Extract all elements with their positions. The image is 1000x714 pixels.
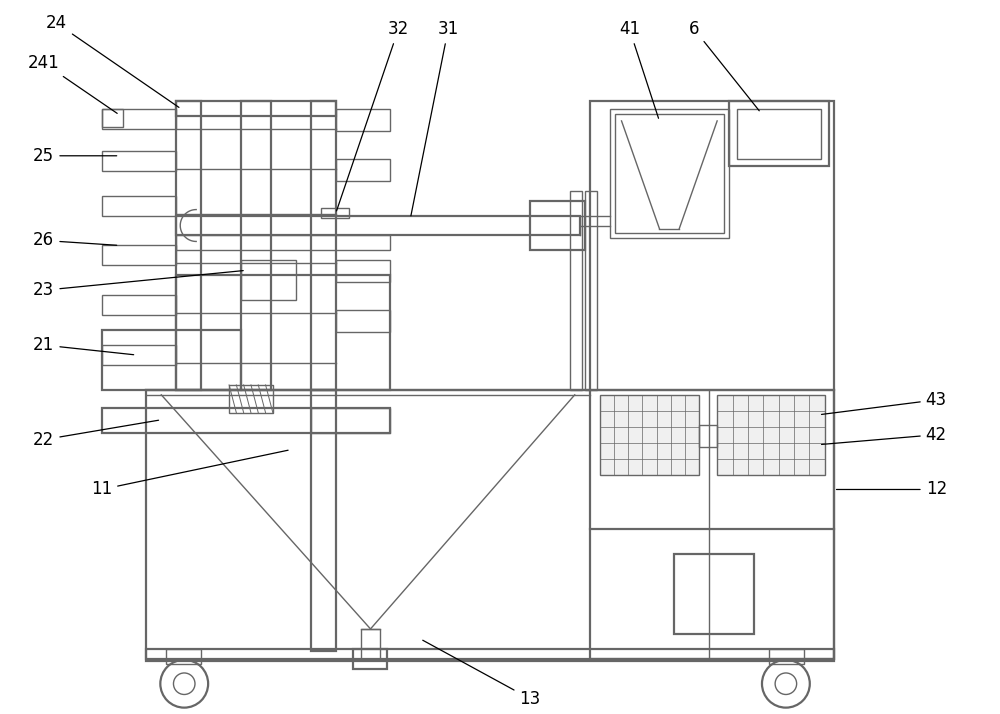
- Bar: [102, 408, 390, 433]
- Bar: [530, 201, 585, 251]
- Bar: [729, 101, 829, 166]
- Bar: [336, 109, 390, 131]
- Bar: [102, 109, 123, 127]
- Bar: [176, 216, 580, 236]
- Text: 23: 23: [33, 271, 243, 299]
- Bar: [321, 208, 349, 218]
- Text: 11: 11: [91, 451, 288, 498]
- Bar: [674, 554, 754, 634]
- Bar: [585, 191, 597, 390]
- Bar: [102, 109, 176, 129]
- Text: 24: 24: [46, 14, 179, 107]
- Bar: [102, 246, 176, 266]
- Bar: [570, 191, 582, 390]
- Bar: [102, 151, 176, 171]
- Bar: [146, 390, 834, 659]
- Text: 22: 22: [33, 421, 159, 448]
- Bar: [176, 236, 390, 251]
- Text: 25: 25: [33, 147, 117, 165]
- Bar: [176, 101, 336, 116]
- Bar: [176, 276, 390, 390]
- Bar: [166, 649, 201, 664]
- Text: 241: 241: [28, 54, 117, 114]
- Bar: [600, 395, 699, 475]
- Text: 41: 41: [619, 20, 659, 119]
- Bar: [241, 261, 296, 300]
- Bar: [769, 649, 804, 664]
- Text: 21: 21: [33, 336, 134, 355]
- Text: 32: 32: [337, 20, 409, 211]
- Bar: [361, 629, 380, 659]
- Text: 26: 26: [33, 231, 117, 249]
- Bar: [102, 345, 176, 365]
- Text: 6: 6: [689, 20, 759, 111]
- Bar: [353, 649, 387, 669]
- Bar: [590, 101, 834, 659]
- Bar: [311, 101, 336, 390]
- Bar: [717, 395, 825, 475]
- Bar: [336, 310, 390, 332]
- Bar: [229, 385, 273, 413]
- Bar: [176, 101, 201, 390]
- Bar: [241, 101, 271, 390]
- Bar: [311, 408, 390, 433]
- Bar: [102, 296, 176, 315]
- Text: 43: 43: [822, 391, 947, 414]
- Bar: [146, 649, 834, 661]
- Bar: [615, 114, 724, 233]
- Bar: [311, 390, 336, 651]
- Bar: [102, 330, 241, 390]
- Text: 42: 42: [822, 426, 947, 444]
- Text: 12: 12: [836, 481, 947, 498]
- Text: 31: 31: [411, 20, 459, 216]
- Bar: [699, 425, 717, 447]
- Bar: [102, 196, 176, 216]
- Text: 13: 13: [423, 640, 541, 708]
- Bar: [336, 159, 390, 181]
- Bar: [336, 261, 390, 282]
- Bar: [610, 109, 729, 238]
- Bar: [737, 109, 821, 159]
